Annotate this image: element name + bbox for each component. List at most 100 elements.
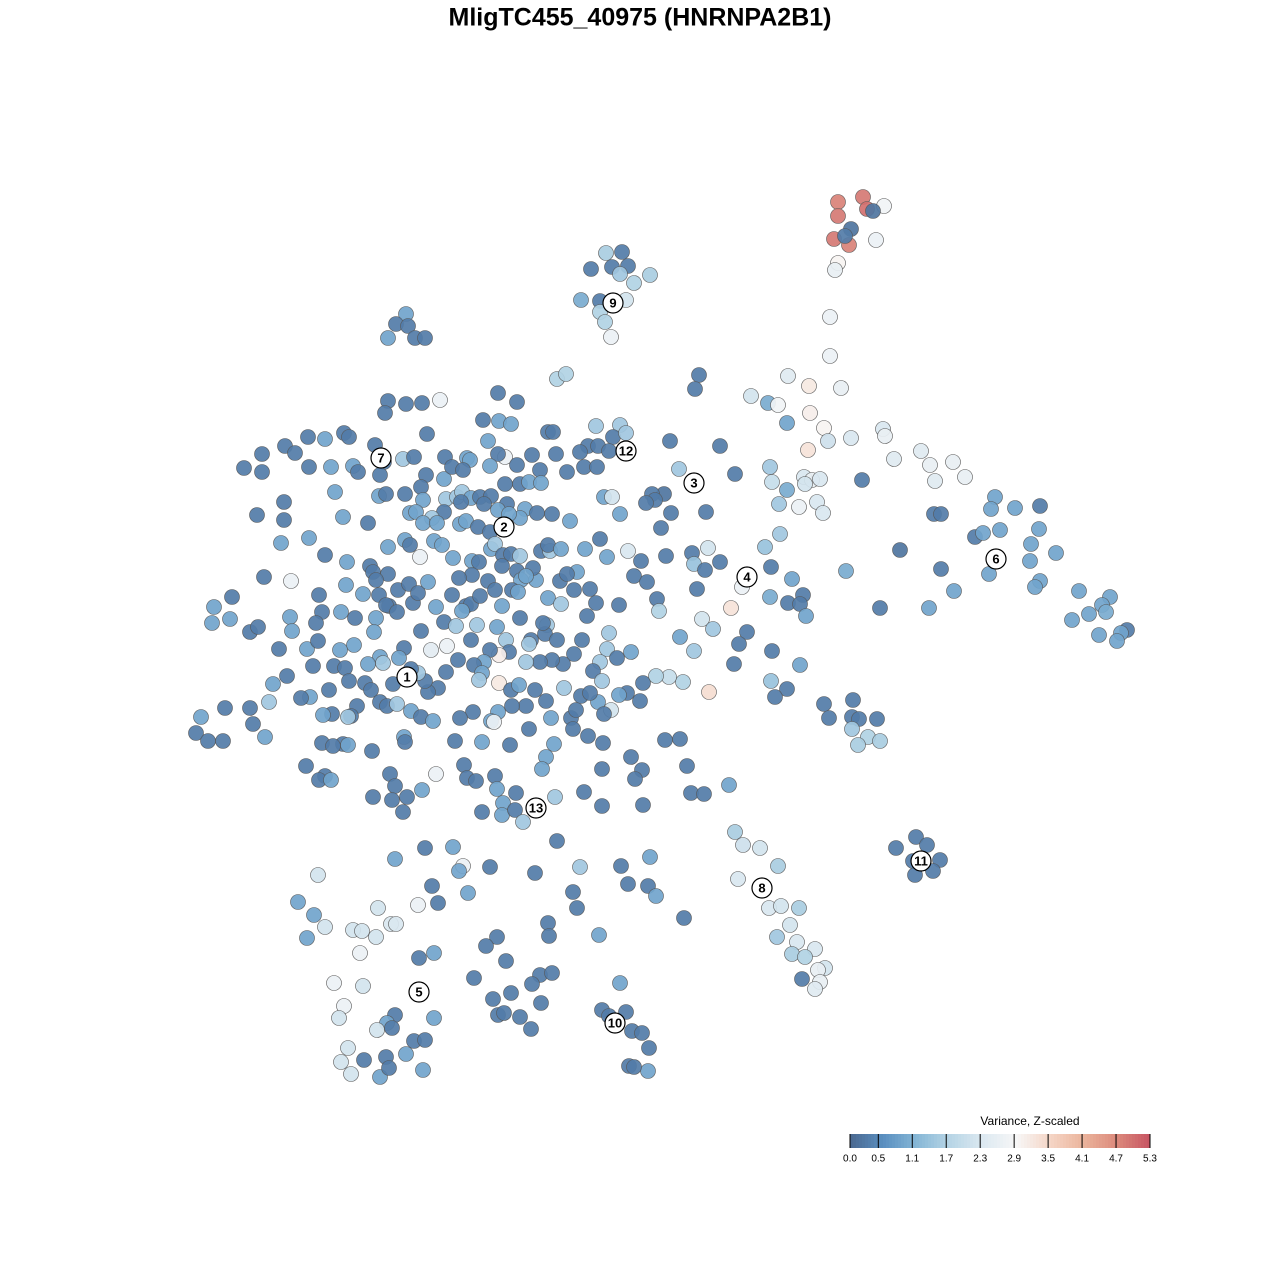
point: [850, 737, 866, 753]
point: [612, 975, 628, 991]
point: [434, 537, 450, 553]
colorbar-slice: [1003, 1134, 1007, 1148]
point: [356, 1052, 372, 1068]
point: [721, 777, 737, 793]
colorbar-slice: [1117, 1134, 1121, 1148]
point: [471, 672, 487, 688]
point: [844, 721, 860, 737]
colorbar-slice: [871, 1134, 875, 1148]
point: [553, 541, 569, 557]
colorbar-slice: [982, 1134, 986, 1148]
point: [368, 929, 384, 945]
point: [204, 615, 220, 631]
point: [451, 863, 467, 879]
point: [592, 531, 608, 547]
point: [518, 698, 534, 714]
point: [933, 561, 949, 577]
point: [821, 710, 837, 726]
point: [381, 1060, 397, 1076]
colorbar-slice: [1048, 1134, 1052, 1148]
point: [332, 642, 348, 658]
point: [605, 429, 621, 445]
point: [524, 976, 540, 992]
point: [800, 442, 816, 458]
colorbar-slice: [1018, 1134, 1022, 1148]
colorbar-slice: [1099, 1134, 1103, 1148]
point: [723, 600, 739, 616]
point: [784, 571, 800, 587]
point: [538, 693, 554, 709]
point: [743, 388, 759, 404]
point: [503, 416, 519, 432]
point: [1027, 579, 1043, 595]
point: [282, 609, 298, 625]
point: [375, 655, 391, 671]
point: [1109, 633, 1125, 649]
point: [577, 541, 593, 557]
point: [595, 735, 611, 751]
colorbar-slice: [862, 1134, 866, 1148]
point: [540, 537, 556, 553]
point: [913, 443, 929, 459]
colorbar-slice: [964, 1134, 968, 1148]
point: [830, 194, 846, 210]
point: [663, 505, 679, 521]
point: [350, 464, 366, 480]
point: [447, 733, 463, 749]
point: [535, 615, 551, 631]
point: [415, 492, 431, 508]
point: [540, 590, 556, 606]
point: [762, 459, 778, 475]
point: [691, 367, 707, 383]
point: [566, 582, 582, 598]
point: [827, 262, 843, 278]
point: [482, 859, 498, 875]
point: [271, 641, 287, 657]
point: [518, 654, 534, 670]
point: [389, 604, 405, 620]
colorbar-slice: [865, 1134, 869, 1148]
point: [687, 381, 703, 397]
point: [333, 604, 349, 620]
point: [671, 461, 687, 477]
point: [632, 693, 648, 709]
point: [598, 245, 614, 261]
colorbar-slice: [991, 1134, 995, 1148]
point: [463, 632, 479, 648]
colorbar-slice: [1078, 1134, 1082, 1148]
point: [648, 668, 664, 684]
point: [635, 675, 651, 691]
point: [1091, 627, 1107, 643]
point: [509, 394, 525, 410]
point: [308, 615, 324, 631]
point: [548, 446, 564, 462]
point: [408, 504, 424, 520]
colorbar-slice: [967, 1134, 971, 1148]
colorbar-slice: [976, 1134, 980, 1148]
point: [791, 900, 807, 916]
point: [1007, 500, 1023, 516]
point: [428, 599, 444, 615]
point: [325, 738, 341, 754]
point: [594, 798, 610, 814]
point: [679, 758, 695, 774]
point: [512, 548, 528, 564]
point: [782, 917, 798, 933]
point: [355, 978, 371, 994]
point: [448, 618, 464, 634]
point: [399, 789, 415, 805]
colorbar-slice: [928, 1134, 932, 1148]
colorbar-slice: [1120, 1134, 1124, 1148]
point: [352, 945, 368, 961]
point: [872, 733, 888, 749]
point: [317, 547, 333, 563]
point: [533, 995, 549, 1011]
point: [496, 1005, 512, 1021]
colorbar-slice: [943, 1134, 947, 1148]
point: [343, 1066, 359, 1082]
point: [339, 554, 355, 570]
cluster-label: 9: [609, 295, 616, 310]
point: [491, 675, 507, 691]
point: [877, 428, 893, 444]
